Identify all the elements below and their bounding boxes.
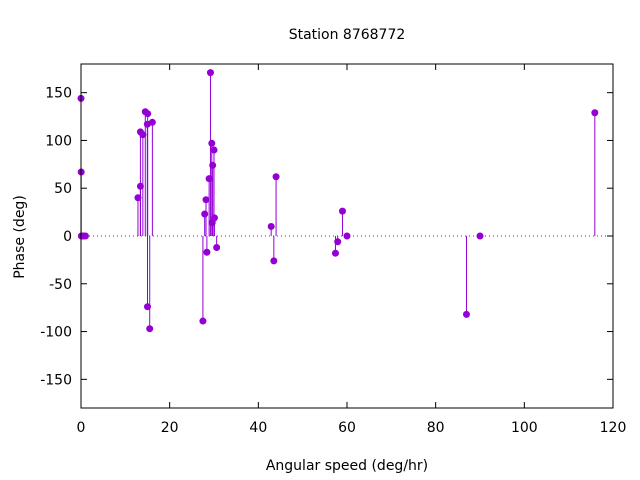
data-point bbox=[144, 110, 152, 118]
data-point bbox=[134, 194, 142, 202]
y-tick-label: -150 bbox=[40, 372, 72, 388]
data-point bbox=[202, 196, 210, 204]
data-point bbox=[338, 207, 346, 215]
x-tick-label: 20 bbox=[161, 420, 179, 436]
data-point bbox=[591, 109, 599, 117]
data-point bbox=[208, 139, 216, 147]
data-point bbox=[146, 325, 154, 333]
data-point bbox=[210, 146, 218, 154]
y-axis-label: Phase (deg) bbox=[12, 195, 28, 279]
data-point bbox=[81, 232, 89, 240]
x-tick-label: 100 bbox=[511, 420, 538, 436]
y-tick-label: -50 bbox=[49, 277, 72, 293]
data-point bbox=[272, 173, 280, 181]
y-tick-label: 100 bbox=[45, 133, 72, 149]
data-point bbox=[462, 310, 470, 318]
data-point bbox=[199, 317, 207, 325]
y-tick-label: 50 bbox=[54, 181, 72, 197]
data-point bbox=[148, 118, 156, 126]
x-tick-label: 40 bbox=[249, 420, 267, 436]
x-tick-label: 120 bbox=[600, 420, 627, 436]
x-tick-label: 0 bbox=[77, 420, 86, 436]
data-point bbox=[206, 69, 214, 77]
chart-title: Station 8768772 bbox=[289, 27, 406, 43]
chart-marks: 0 20 40 60 80 100 120 -150 -100 -50 0 50 100 150 bbox=[40, 63, 627, 436]
data-point bbox=[139, 131, 147, 139]
y-tick-label: 150 bbox=[45, 86, 72, 102]
data-point bbox=[203, 248, 211, 256]
data-point bbox=[343, 232, 351, 240]
data-point bbox=[210, 214, 218, 222]
data-point bbox=[331, 249, 339, 257]
data-point bbox=[476, 232, 484, 240]
x-axis-label: Angular speed (deg/hr) bbox=[266, 458, 428, 474]
y-tick-label: -100 bbox=[40, 325, 72, 341]
data-point bbox=[270, 257, 278, 265]
x-tick-label: 80 bbox=[427, 420, 445, 436]
plot-frame bbox=[80, 63, 614, 409]
x-tick-label: 60 bbox=[338, 420, 356, 436]
data-point bbox=[334, 238, 342, 246]
data-point bbox=[267, 222, 275, 230]
data-point bbox=[213, 243, 221, 251]
y-tick-label: 0 bbox=[63, 229, 72, 245]
data-point bbox=[201, 210, 209, 218]
data-point bbox=[209, 161, 217, 169]
